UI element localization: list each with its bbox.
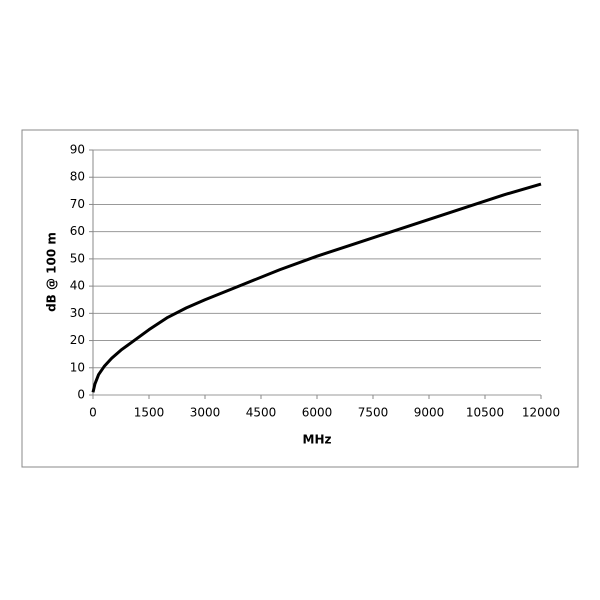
x-tick-label: 3000 xyxy=(190,406,221,420)
y-tick-label: 0 xyxy=(77,388,85,402)
y-tick-label: 60 xyxy=(70,224,85,238)
x-tick-label: 9000 xyxy=(414,406,445,420)
x-axis-title: MHz xyxy=(303,433,332,447)
y-tick-label: 90 xyxy=(70,143,85,157)
y-tick-label: 30 xyxy=(70,306,85,320)
x-tick-label: 7500 xyxy=(358,406,389,420)
chart-frame xyxy=(21,129,579,468)
y-tick-label: 20 xyxy=(70,333,85,347)
data-line xyxy=(91,182,542,393)
y-tick-label: 50 xyxy=(70,251,85,265)
x-tick-label: 0 xyxy=(89,406,97,420)
x-tick-label: 1500 xyxy=(134,406,165,420)
x-tick-label: 4500 xyxy=(246,406,277,420)
x-tick-label: 10500 xyxy=(466,406,504,420)
y-tick-label: 40 xyxy=(70,279,85,293)
y-axis-title: dB @ 100 m xyxy=(45,232,59,312)
x-tick-label: 6000 xyxy=(302,406,333,420)
x-tick-label: 12000 xyxy=(522,406,560,420)
y-tick-label: 10 xyxy=(70,360,85,374)
y-tick-label: 70 xyxy=(70,197,85,211)
y-tick-label: 80 xyxy=(70,170,85,184)
